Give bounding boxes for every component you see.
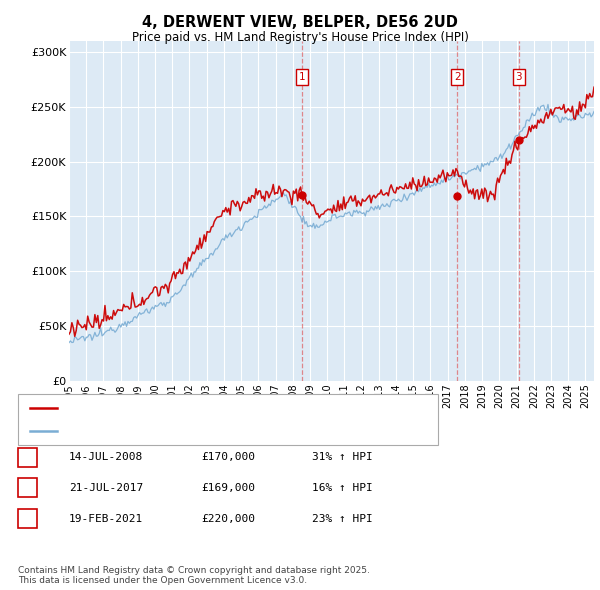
Text: 1: 1	[299, 72, 305, 82]
Text: 23% ↑ HPI: 23% ↑ HPI	[312, 514, 373, 523]
Text: 14-JUL-2008: 14-JUL-2008	[69, 453, 143, 462]
Text: 2: 2	[24, 483, 31, 493]
Text: 2: 2	[454, 72, 460, 82]
Text: 1: 1	[24, 453, 31, 462]
Text: Price paid vs. HM Land Registry's House Price Index (HPI): Price paid vs. HM Land Registry's House …	[131, 31, 469, 44]
Text: 31% ↑ HPI: 31% ↑ HPI	[312, 453, 373, 462]
Text: £170,000: £170,000	[201, 453, 255, 462]
Text: £169,000: £169,000	[201, 483, 255, 493]
Text: 16% ↑ HPI: 16% ↑ HPI	[312, 483, 373, 493]
Text: £220,000: £220,000	[201, 514, 255, 523]
Text: HPI: Average price, semi-detached house, Amber Valley: HPI: Average price, semi-detached house,…	[63, 427, 368, 437]
Text: 3: 3	[24, 514, 31, 523]
Text: Contains HM Land Registry data © Crown copyright and database right 2025.
This d: Contains HM Land Registry data © Crown c…	[18, 566, 370, 585]
Text: 21-JUL-2017: 21-JUL-2017	[69, 483, 143, 493]
Text: 19-FEB-2021: 19-FEB-2021	[69, 514, 143, 523]
Text: 4, DERWENT VIEW, BELPER, DE56 2UD (semi-detached house): 4, DERWENT VIEW, BELPER, DE56 2UD (semi-…	[63, 402, 404, 412]
Text: 3: 3	[515, 72, 522, 82]
Text: 4, DERWENT VIEW, BELPER, DE56 2UD: 4, DERWENT VIEW, BELPER, DE56 2UD	[142, 15, 458, 30]
